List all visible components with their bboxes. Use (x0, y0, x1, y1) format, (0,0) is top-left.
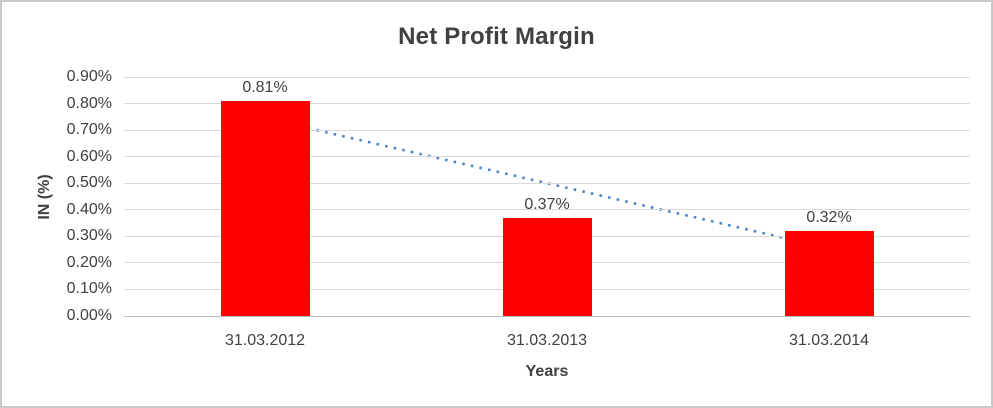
x-tick-label: 31.03.2014 (788, 332, 870, 349)
gridline (124, 182, 970, 184)
bar (502, 217, 592, 316)
y-tick-label: 0.20% (66, 253, 112, 271)
x-axis-line (124, 315, 970, 317)
y-tick-label: 0.70% (66, 121, 112, 139)
chart-title: Net Profit Margin (398, 23, 595, 50)
y-tick-label: 0.60% (66, 147, 112, 165)
bar (220, 100, 310, 316)
x-tick-label: 31.03.2012 (224, 332, 306, 349)
gridline (124, 103, 970, 105)
gridline (124, 129, 970, 131)
x-axis-title: Years (525, 363, 569, 380)
data-label: 0.32% (806, 209, 852, 227)
plot-area: 0.81% 0.37% 0.32% (124, 76, 970, 317)
data-label: 0.37% (524, 195, 570, 213)
y-tick-label: 0.00% (66, 307, 112, 324)
gridline (124, 76, 970, 78)
y-tick-label: 0.90% (66, 68, 112, 85)
x-tick-label: 31.03.2013 (506, 332, 588, 349)
y-tick-label: 0.50% (66, 174, 112, 192)
bar (784, 231, 874, 316)
gridline (124, 209, 970, 211)
gridline (124, 156, 970, 158)
y-tick-label: 0.40% (66, 200, 112, 218)
data-label: 0.81% (242, 78, 288, 96)
y-tick-label: 0.80% (66, 94, 112, 112)
y-tick-label: 0.10% (66, 280, 112, 298)
y-tick-label: 0.30% (66, 227, 112, 245)
